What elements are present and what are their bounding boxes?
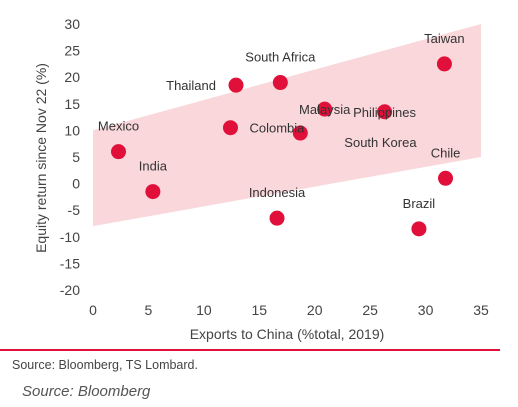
y-tick-label: 15: [64, 96, 80, 112]
y-tick-label: 25: [64, 43, 80, 59]
point-label-indonesia: Indonesia: [249, 185, 306, 200]
data-point-malaysia: [317, 101, 333, 117]
point-label-thailand: Thailand: [166, 78, 216, 93]
y-tick-label: -20: [60, 282, 80, 298]
data-point-colombia: [222, 120, 238, 136]
y-tick-label: 10: [64, 122, 80, 138]
y-axis-ticks: 30 25 20 15 10 5 0 -5 -10 -15 -20: [60, 16, 80, 298]
x-tick-label: 35: [473, 302, 489, 318]
point-label-india: India: [139, 159, 168, 174]
x-tick-label: 10: [196, 302, 212, 318]
data-points: [110, 56, 454, 237]
y-tick-label: -5: [68, 202, 81, 218]
caption: Source: Bloomberg: [22, 383, 151, 400]
y-tick-label: 5: [72, 149, 80, 165]
data-point-south-africa: [272, 75, 288, 91]
x-axis-ticks: 0 5 10 15 20 25 30 35: [89, 302, 489, 318]
data-point-india: [145, 184, 161, 200]
x-axis-title: Exports to China (%total, 2019): [190, 326, 385, 342]
point-label-brazil: Brazil: [403, 196, 436, 211]
point-label-chile: Chile: [431, 145, 461, 160]
y-tick-label: 30: [64, 16, 80, 32]
data-point-brazil: [411, 221, 427, 237]
data-point-indonesia: [269, 210, 285, 226]
point-label-south-africa: South Africa: [245, 50, 316, 65]
data-point-south-korea: [292, 125, 308, 141]
data-point-mexico: [110, 144, 126, 160]
point-label-mexico: Mexico: [98, 119, 139, 134]
point-label-colombia: Colombia: [249, 121, 305, 136]
scatter-chart: 30 25 20 15 10 5 0 -5 -10 -15 -20 0 5 10 15 20 25 30 35 M…: [33, 16, 489, 342]
y-tick-label: -15: [60, 255, 80, 271]
point-label-taiwan: Taiwan: [424, 31, 464, 46]
y-tick-label: 20: [64, 69, 80, 85]
point-labels: Mexico India Thailand Colombia South Africa M…: [98, 31, 465, 211]
y-axis-title: Equity return since Nov 22 (%): [33, 63, 49, 253]
x-tick-label: 25: [362, 302, 378, 318]
divider-line: [0, 349, 500, 351]
data-point-chile: [438, 170, 454, 186]
point-label-south-korea: South Korea: [344, 135, 417, 150]
x-tick-label: 0: [89, 302, 97, 318]
x-tick-label: 5: [145, 302, 153, 318]
point-label-malaysia: Malaysia: [299, 102, 351, 117]
x-tick-label: 20: [307, 302, 323, 318]
point-label-philippines: Philippines: [353, 105, 416, 120]
data-point-taiwan: [436, 56, 452, 72]
data-point-thailand: [228, 77, 244, 93]
x-tick-label: 30: [418, 302, 434, 318]
data-point-philippines: [377, 104, 393, 120]
x-tick-label: 15: [251, 302, 267, 318]
y-tick-label: 0: [72, 176, 80, 192]
source-note: Source: Bloomberg, TS Lombard.: [12, 358, 198, 372]
trend-band: [93, 24, 481, 227]
y-tick-label: -10: [60, 229, 80, 245]
